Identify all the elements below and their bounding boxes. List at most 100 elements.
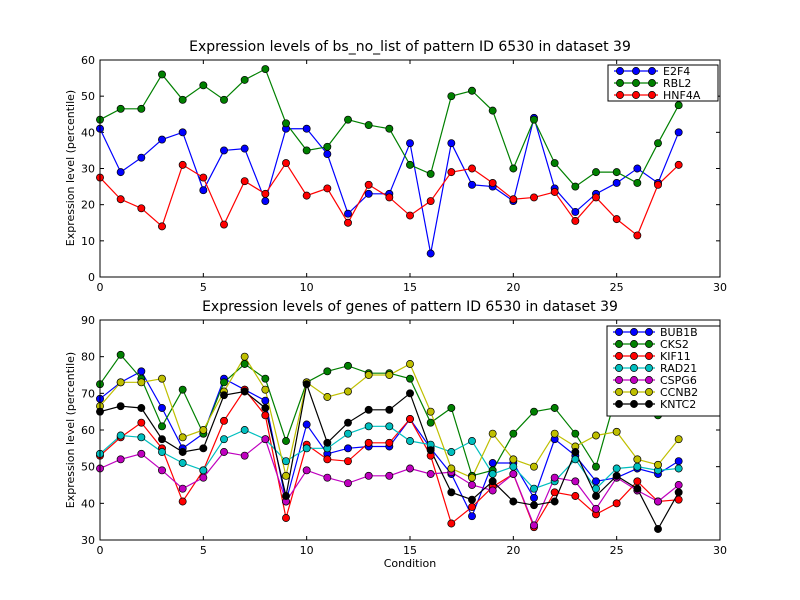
data-point-kif11 xyxy=(674,495,683,504)
data-point-kntc2 xyxy=(364,405,373,414)
data-point-ccnb2 xyxy=(592,431,600,440)
data-point-rbl2 xyxy=(406,160,414,169)
legend-marker-e2f4 xyxy=(648,67,656,75)
data-point-cks2 xyxy=(261,374,270,383)
data-point-e2f4 xyxy=(220,146,228,155)
legend-label-hnf4a: HNF4A xyxy=(663,89,701,102)
data-point-rbl2 xyxy=(302,146,311,155)
data-point-kif11 xyxy=(178,497,187,506)
y-tick-label: 40 xyxy=(81,126,95,139)
data-point-kntc2 xyxy=(592,492,600,500)
chart-top-points xyxy=(96,65,683,258)
data-point-cspg6 xyxy=(220,448,228,456)
data-point-kif11 xyxy=(468,503,476,511)
data-point-rad21 xyxy=(302,444,311,453)
data-point-ccnb2 xyxy=(116,378,125,387)
data-point-ccnb2 xyxy=(674,435,683,444)
x-tick-label: 10 xyxy=(300,281,314,294)
data-point-kntc2 xyxy=(261,404,270,412)
data-point-cspg6 xyxy=(199,473,208,482)
data-point-hnf4a xyxy=(385,193,394,202)
chart-bottom-points xyxy=(96,350,683,533)
y-tick-label: 50 xyxy=(81,461,95,474)
y-tick-label: 70 xyxy=(81,387,95,400)
data-point-cspg6 xyxy=(571,477,580,486)
data-point-rbl2 xyxy=(468,86,476,95)
data-point-kif11 xyxy=(550,488,559,497)
data-point-bub1b xyxy=(674,457,683,466)
data-point-cks2 xyxy=(220,378,228,387)
legend-label-e2f4: E2F4 xyxy=(663,65,690,78)
legend-marker-hnf4a xyxy=(632,91,640,99)
data-point-rbl2 xyxy=(571,182,580,191)
data-point-kntc2 xyxy=(323,438,332,447)
data-point-kif11 xyxy=(633,477,642,486)
y-tick-label: 0 xyxy=(88,271,95,284)
legend-label-rad21: RAD21 xyxy=(660,362,697,375)
legend-label-kif11: KIF11 xyxy=(660,350,691,363)
legend-marker-ccnb2 xyxy=(645,388,653,396)
legend-marker-kif11 xyxy=(645,352,653,360)
data-point-cspg6 xyxy=(302,466,311,475)
data-point-e2f4 xyxy=(344,209,352,218)
data-point-kntc2 xyxy=(654,525,662,533)
legend-marker-bub1b xyxy=(630,328,638,336)
data-point-hnf4a xyxy=(116,195,125,204)
legend-label-cks2: CKS2 xyxy=(660,338,689,351)
data-point-kntc2 xyxy=(199,444,208,453)
y-tick-label: 10 xyxy=(81,235,95,248)
data-point-kif11 xyxy=(612,499,621,508)
data-point-hnf4a xyxy=(261,189,270,198)
data-point-rbl2 xyxy=(158,70,166,79)
data-point-rbl2 xyxy=(240,75,249,84)
chart-bottom-ticks: 0 5 10 15 20 25 30 30 40 50 60 70 80 90 xyxy=(81,314,727,557)
data-point-hnf4a xyxy=(220,220,228,229)
data-point-kif11 xyxy=(447,519,456,528)
legend-marker-rad21 xyxy=(645,364,653,372)
x-tick-label: 25 xyxy=(610,544,624,557)
data-point-kntc2 xyxy=(302,380,311,389)
y-tick-label: 90 xyxy=(81,314,95,327)
data-point-kntc2 xyxy=(158,435,166,444)
data-point-hnf4a xyxy=(323,184,332,193)
legend-label-kntc2: KNTC2 xyxy=(660,398,696,411)
y-tick-label: 60 xyxy=(81,424,95,437)
data-point-cspg6 xyxy=(488,486,497,495)
data-point-cspg6 xyxy=(240,451,249,460)
data-point-e2f4 xyxy=(633,164,642,173)
data-point-hnf4a xyxy=(488,179,497,187)
y-tick-label: 40 xyxy=(81,497,95,510)
data-point-ccnb2 xyxy=(488,429,497,438)
data-point-rad21 xyxy=(364,422,373,431)
x-tick-label: 15 xyxy=(403,544,417,557)
data-point-hnf4a xyxy=(654,180,662,189)
data-point-rbl2 xyxy=(509,164,518,173)
data-point-kntc2 xyxy=(385,405,394,414)
data-point-kif11 xyxy=(137,418,146,427)
y-tick-label: 50 xyxy=(81,90,95,103)
data-point-rbl2 xyxy=(654,139,662,148)
data-point-rad21 xyxy=(612,464,621,473)
data-point-kntc2 xyxy=(530,501,538,510)
data-point-kntc2 xyxy=(426,446,435,455)
chart-bottom: Expression levels of genes of pattern ID… xyxy=(64,299,727,570)
data-point-cspg6 xyxy=(158,466,166,475)
data-point-hnf4a xyxy=(633,231,642,240)
data-point-cspg6 xyxy=(406,464,414,473)
data-point-cspg6 xyxy=(550,473,559,482)
data-point-rad21 xyxy=(592,484,600,493)
legend-label-bub1b: BUB1B xyxy=(660,326,698,339)
data-point-ccnb2 xyxy=(364,371,373,379)
data-point-e2f4 xyxy=(158,135,166,144)
data-point-e2f4 xyxy=(406,139,414,148)
data-point-cspg6 xyxy=(385,471,394,480)
data-point-ccnb2 xyxy=(178,433,187,442)
legend-marker-rbl2 xyxy=(616,79,624,87)
data-point-rbl2 xyxy=(282,119,290,128)
data-point-rad21 xyxy=(509,462,518,471)
data-point-ccnb2 xyxy=(158,374,166,383)
data-point-rbl2 xyxy=(344,115,352,124)
data-point-cks2 xyxy=(323,367,332,376)
data-point-kntc2 xyxy=(468,495,476,504)
